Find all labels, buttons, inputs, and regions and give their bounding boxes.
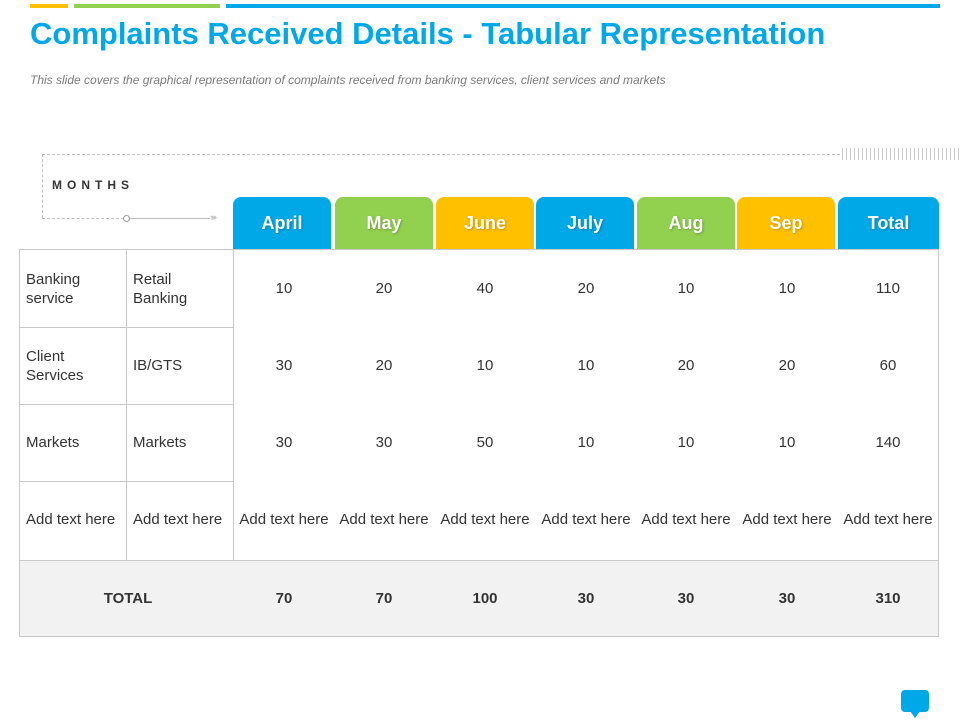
row-subcategory: IB/GTS [133,357,183,374]
decorative-line [130,218,210,219]
total-cell-aug: 30 [677,589,695,607]
column-divider [233,250,234,560]
table-cell-may: 20 [375,280,393,297]
row-category: Banking service [26,270,81,307]
row-subcategory: Retail Banking [133,270,188,307]
row-category: Add text here [26,511,116,528]
table-cell-sep: 10 [778,280,796,297]
decorative-dot [123,215,130,222]
month-header-april: April [233,197,331,249]
table-cell-july: 20 [577,280,595,297]
table-cell-total: 110 [876,280,900,297]
total-label: TOTAL [103,589,153,607]
total-cell-july: 30 [577,589,595,607]
decorative-dashed-line [42,154,43,218]
table-cell-april: Add text here [239,511,329,528]
row-divider [20,481,234,482]
table-cell-may: 30 [375,434,393,451]
total-cell-total: 310 [875,589,901,607]
month-header-sep: Sep [737,197,835,249]
page-title: Complaints Received Details - Tabular Re… [30,16,826,51]
table-cell-june: 40 [476,280,494,297]
page-subtitle: This slide covers the graphical represen… [30,73,666,87]
row-subcategory: Markets [133,434,187,451]
complaints-table: Banking service Retail Banking 10 20 40 20 10 1… [19,249,939,637]
row-divider [20,327,234,328]
month-header-may: May [335,197,433,249]
table-cell-june: 50 [476,434,494,451]
table-cell-june: Add text here [440,511,530,528]
column-divider [126,250,127,560]
month-header-aug: Aug [637,197,735,249]
table-cell-total: 60 [879,357,897,374]
total-row [20,560,938,636]
decorative-dashed-line [42,154,840,155]
table-cell-april: 30 [275,357,293,374]
row-divider [20,404,234,405]
total-cell-june: 100 [472,589,498,607]
decorative-tick-marks [842,148,960,160]
table-cell-sep: 20 [778,357,796,374]
row-subcategory: Add text here [133,511,223,528]
month-header-june: June [436,197,534,249]
total-cell-may: 70 [375,589,393,607]
top-accent-bar-blue [226,4,940,8]
row-category: Client Services [26,347,84,384]
total-cell-sep: 30 [778,589,796,607]
month-header-july: July [536,197,634,249]
top-accent-bar-yellow [30,4,68,8]
table-cell-total: 140 [875,434,901,451]
chat-bubble-icon [901,690,929,718]
table-cell-april: 30 [275,434,293,451]
table-cell-sep: 10 [778,434,796,451]
table-cell-may: Add text here [339,511,429,528]
total-cell-april: 70 [275,589,293,607]
table-cell-aug: 10 [677,434,695,451]
table-cell-sep: Add text here [742,511,832,528]
table-cell-june: 10 [476,357,494,374]
table-cell-july: 10 [577,357,595,374]
table-cell-april: 10 [275,280,293,297]
table-cell-july: Add text here [541,511,631,528]
months-label: MONTHS [52,178,134,192]
top-accent-bar-green [74,4,220,8]
table-cell-july: 10 [577,434,595,451]
decorative-dashed-line [42,218,124,219]
table-cell-aug: 10 [677,280,695,297]
table-cell-may: 20 [375,357,393,374]
table-cell-aug: Add text here [641,511,731,528]
table-cell-aug: 20 [677,357,695,374]
month-header-total: Total [838,197,939,249]
chevron-right-icon: ››››› [210,212,217,222]
table-cell-total: Add text here [843,511,933,528]
row-category: Markets [26,434,80,451]
